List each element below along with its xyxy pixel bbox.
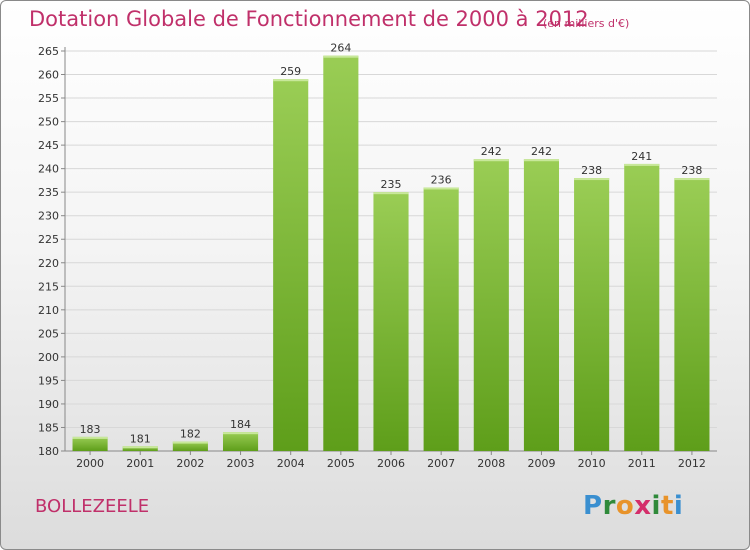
y-tick-label: 230 [38,210,59,223]
logo-letter: o [615,491,635,521]
commune-name: BOLLEZEELE [35,496,150,517]
x-tick-label: 2000 [76,457,104,470]
x-tick-label: 2006 [377,457,405,470]
y-tick-label: 195 [38,374,59,387]
y-tick-label: 265 [38,45,59,58]
logo-letter: i [651,491,661,521]
bar-2012 [674,178,710,451]
data-label: 238 [681,164,702,177]
bar-highlight [323,55,359,58]
data-label: 259 [280,65,301,78]
y-tick-label: 190 [38,398,59,411]
data-label: 181 [130,432,151,445]
bar-highlight [172,441,208,444]
x-tick-label: 2004 [277,457,305,470]
bar-2009 [523,159,560,451]
y-tick-label: 205 [38,327,59,340]
x-tick-label: 2005 [327,457,355,470]
logo-letter: i [673,491,684,521]
bar-2004 [273,79,309,451]
bar-2003 [222,432,259,451]
data-label: 235 [381,178,402,191]
data-label: 236 [431,173,452,186]
proxiti-logo: Proxiti [583,491,683,521]
bar-highlight [473,159,509,162]
bar-highlight [122,446,158,449]
x-tick-label: 2003 [227,457,255,470]
x-tick-label: 2008 [477,457,505,470]
bar-highlight [373,192,409,195]
bar-highlight [674,178,710,181]
bar-2008 [473,159,509,451]
logo-letter: t [660,491,674,521]
x-tick-labels: 2000 2001 2002 2003 2004 2005 2006 2007 2008 2009… [76,457,706,470]
bars [72,55,710,452]
bar-2005 [323,55,359,452]
data-label: 184 [230,418,251,431]
y-tick-label: 240 [38,163,59,176]
bar-2000 [72,436,108,451]
bar-highlight [574,178,610,181]
data-label: 182 [180,428,201,441]
y-tick-label: 260 [38,69,59,82]
y-tick-label: 255 [38,92,59,105]
y-tick-label: 245 [38,139,59,152]
x-tick-label: 2011 [628,457,656,470]
x-tick-label: 2012 [678,457,706,470]
data-label: 183 [80,423,101,436]
y-tick-labels: 180 185 190 195 200 205 210 215 220 225 230 235 240 2… [38,45,59,458]
logo-letter: x [634,491,652,521]
bar-highlight [624,163,660,166]
y-tick-label: 185 [38,421,59,434]
bar-2010 [574,178,610,451]
logo-letter: r [602,491,616,521]
bar-2011 [624,163,660,452]
data-labels: 183 181 182 184 259 264 235 236 242 242 238 241 238 [80,42,703,446]
y-tick-label: 210 [38,304,59,317]
bar-2001 [122,446,158,451]
y-tick-label: 215 [38,280,59,293]
bar-highlight [523,159,560,162]
x-tick-label: 2001 [126,457,154,470]
chart-title: Dotation Globale de Fonctionnement de 20… [29,7,589,31]
x-tick-label: 2002 [176,457,204,470]
y-tick-label: 220 [38,257,59,270]
x-tick-label: 2009 [527,457,555,470]
unit-note: (en milliers d'€) [543,17,630,30]
data-label: 242 [481,145,502,158]
y-tick-label: 200 [38,351,59,364]
bar-highlight [273,79,309,82]
y-tick-label: 180 [38,445,59,458]
y-tick-label: 235 [38,186,59,199]
data-label: 242 [531,145,552,158]
bar-highlight [423,187,459,190]
data-label: 264 [330,42,351,55]
data-label: 241 [631,150,652,163]
y-tick-label: 225 [38,233,59,246]
logo-letter: P [583,491,603,521]
y-tick-label: 250 [38,116,59,129]
data-label: 238 [581,164,602,177]
bar-highlight [72,436,108,439]
bar-highlight [222,432,259,435]
bar-2006 [373,192,409,452]
x-tick-label: 2007 [427,457,455,470]
bar-2002 [172,441,208,451]
bar-2007 [423,187,459,451]
x-tick-label: 2010 [578,457,606,470]
